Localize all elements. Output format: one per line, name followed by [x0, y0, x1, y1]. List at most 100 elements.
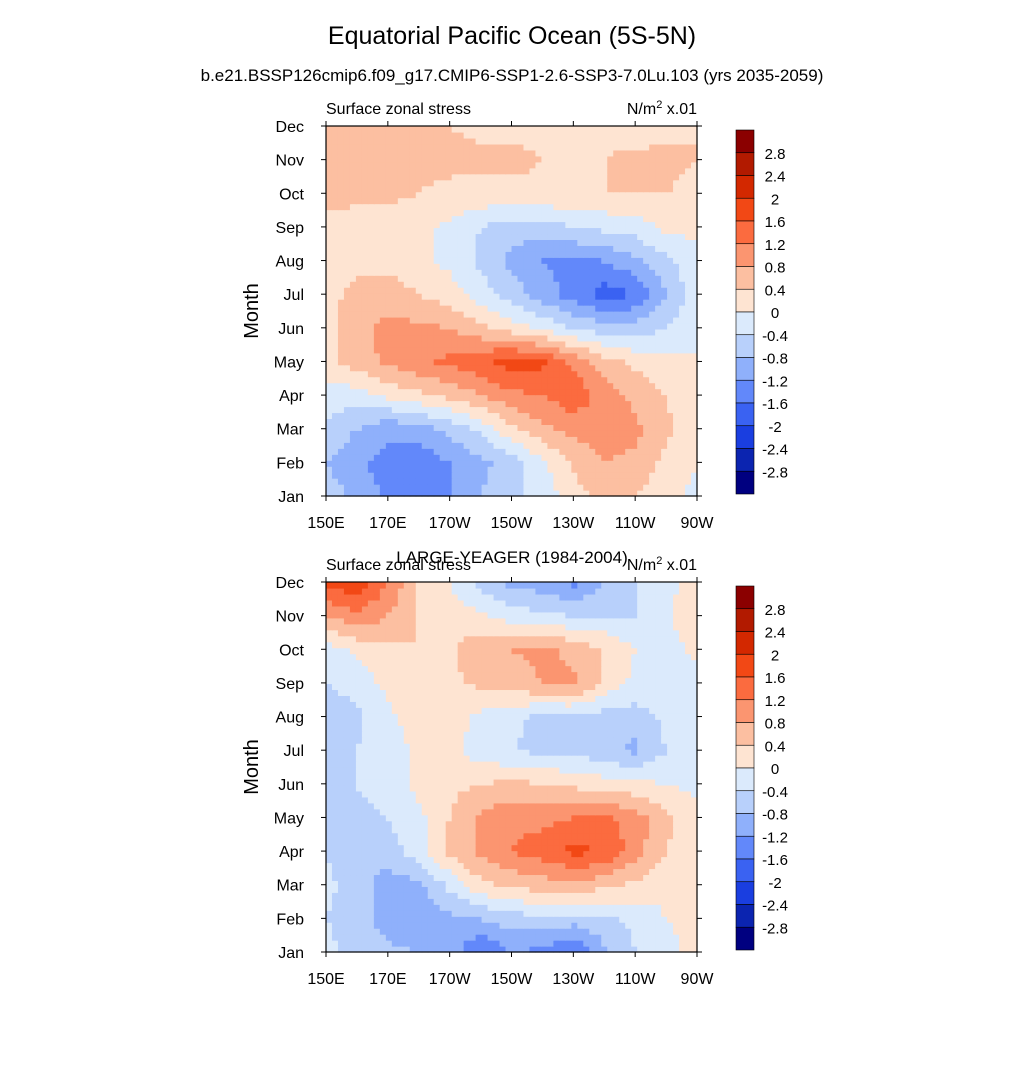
contour-cell [338, 406, 345, 413]
contour-cell [553, 851, 560, 858]
contour-cell [607, 862, 614, 869]
contour-cell [356, 886, 363, 893]
contour-cell [529, 857, 536, 864]
contour-cell [326, 880, 333, 887]
contour-cell [523, 269, 530, 276]
contour-cell [649, 460, 656, 467]
contour-cell [428, 448, 435, 455]
contour-cell [535, 371, 542, 378]
contour-cell [506, 371, 513, 378]
contour-cell [517, 251, 524, 258]
contour-cell [500, 180, 507, 187]
contour-cell [553, 922, 560, 929]
contour-cell [631, 335, 638, 342]
contour-cell [547, 940, 554, 947]
contour-cell [559, 934, 566, 941]
contour-cell [547, 478, 554, 485]
contour-cell [350, 454, 357, 461]
contour-cell [667, 317, 674, 324]
contour-cell [356, 892, 363, 899]
contour-cell [512, 934, 519, 941]
contour-cell [673, 442, 680, 449]
contour-cell [679, 851, 686, 858]
contour-cell [338, 401, 345, 408]
contour-cell [350, 922, 357, 929]
contour-cell [565, 851, 572, 858]
contour-cell [326, 412, 333, 419]
contour-cell [356, 138, 363, 145]
contour-cell [362, 335, 369, 342]
contour-cell [619, 287, 626, 294]
contour-cell [506, 275, 513, 282]
contour-cell [386, 353, 393, 360]
contour-cell [589, 323, 596, 330]
contour-cell [619, 311, 626, 318]
contour-cell [595, 934, 602, 941]
contour-cell [529, 916, 536, 923]
contour-cell [643, 275, 650, 282]
contour-cell [541, 916, 548, 923]
contour-cell [344, 275, 351, 282]
contour-cell [553, 287, 560, 294]
contour-cell [571, 299, 578, 306]
contour-cell [482, 916, 489, 923]
contour-cell [356, 868, 363, 875]
contour-cell [494, 424, 501, 431]
contour-cell [637, 898, 644, 905]
contour-cell [589, 341, 596, 348]
contour-cell [332, 448, 339, 455]
contour-cell [422, 150, 429, 157]
contour-cell [446, 239, 453, 246]
contour-cell [500, 204, 507, 211]
contour-cell [488, 862, 495, 869]
contour-cell [482, 466, 489, 473]
contour-cell [422, 144, 429, 151]
contour-cell [422, 156, 429, 163]
contour-cell [541, 922, 548, 929]
contour-cell [613, 862, 620, 869]
contour-cell [464, 406, 471, 413]
contour-cell [512, 227, 519, 234]
contour-cell [553, 257, 560, 264]
contour-cell [422, 466, 429, 473]
contour-cell [565, 251, 572, 258]
contour-cell [428, 257, 435, 264]
contour-cell [595, 874, 602, 881]
contour-cell [547, 454, 554, 461]
contour-cell [422, 210, 429, 217]
contour-cell [470, 460, 477, 467]
contour-cell [565, 862, 572, 869]
contour-cell [350, 287, 357, 294]
contour-cell [517, 448, 524, 455]
contour-cell [470, 341, 477, 348]
contour-cell [350, 341, 357, 348]
contour-cell [428, 365, 435, 372]
contour-cell [344, 424, 351, 431]
contour-cell [338, 892, 345, 899]
contour-cell [559, 472, 566, 479]
contour-cell [577, 430, 584, 437]
contour-cell [368, 418, 375, 425]
contour-cell [380, 221, 387, 228]
contour-cell [512, 916, 519, 923]
contour-cell [476, 293, 483, 300]
contour-cell [464, 311, 471, 318]
contour-cell [344, 221, 351, 228]
contour-cell [434, 916, 441, 923]
contour-cell [398, 862, 405, 869]
contour-cell [476, 311, 483, 318]
contour-cell [350, 269, 357, 276]
contour-cell [374, 204, 381, 211]
contour-cell [476, 192, 483, 199]
contour-cell [458, 251, 465, 258]
contour-cell [374, 275, 381, 282]
contour-cell [547, 466, 554, 473]
contour-cell [374, 466, 381, 473]
contour-cell [595, 478, 602, 485]
contour-cell [428, 210, 435, 217]
contour-cell [643, 880, 650, 887]
contour-cell [553, 251, 560, 258]
contour-cell [488, 886, 495, 893]
contour-cell [643, 156, 650, 163]
contour-cell [398, 335, 405, 342]
